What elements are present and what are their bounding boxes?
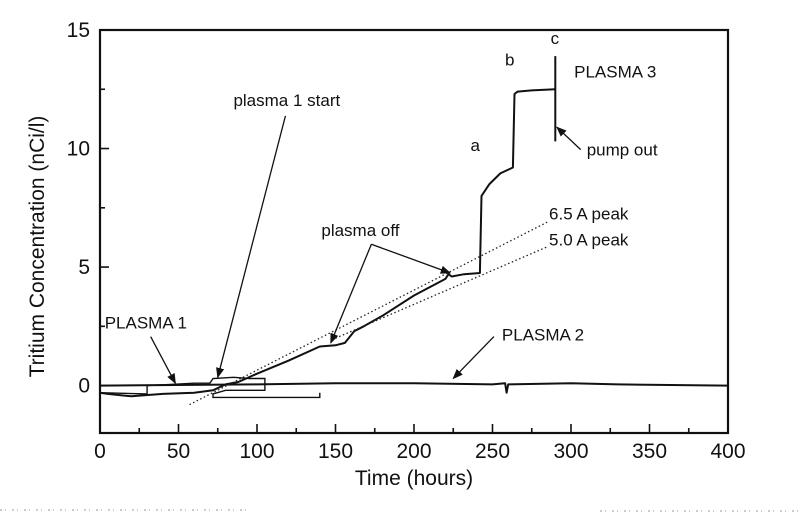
series-6-5-a-peak bbox=[189, 221, 548, 406]
annotation-arrow bbox=[216, 115, 287, 379]
x-tick-label: 200 bbox=[396, 440, 431, 463]
annotation-arrow bbox=[452, 336, 495, 380]
annotation-pump-out: pump out bbox=[587, 141, 658, 160]
x-tick-label: 300 bbox=[553, 440, 588, 463]
x-axis-title: Time (hours) bbox=[355, 467, 473, 490]
annotation-arrow bbox=[150, 336, 176, 385]
annotation-b: b bbox=[505, 51, 514, 70]
x-tick-label: 100 bbox=[239, 440, 274, 463]
y-tick-label: 5 bbox=[78, 256, 90, 279]
annotation-plasma-off: plasma off bbox=[321, 221, 399, 240]
x-tick-label: 50 bbox=[167, 440, 190, 463]
annotation-6-5-a-peak: 6.5 A peak bbox=[549, 205, 629, 224]
x-tick-label: 400 bbox=[710, 440, 745, 463]
x-tick-label: 0 bbox=[94, 440, 106, 463]
annotation-arrow bbox=[371, 243, 452, 274]
y-tick-label: 15 bbox=[67, 19, 90, 42]
plot-frame bbox=[98, 28, 730, 435]
x-tick-label: 350 bbox=[632, 440, 667, 463]
y-tick-label: 10 bbox=[67, 138, 90, 161]
annotation-plasma-3: PLASMA 3 bbox=[574, 62, 656, 81]
annotation-plasma-1-start: plasma 1 start bbox=[233, 91, 340, 110]
annotation-a: a bbox=[471, 136, 481, 155]
series-plasma-3 bbox=[99, 88, 556, 398]
x-tick-label: 250 bbox=[475, 440, 510, 463]
annotation-plasma-1: PLASMA 1 bbox=[105, 314, 187, 333]
y-axis-title: Tritium Concentration (nCi/l) bbox=[26, 116, 49, 378]
x-tick-label: 150 bbox=[318, 440, 353, 463]
series-5-0-a-peak bbox=[335, 246, 548, 339]
annotation-c: c bbox=[551, 29, 560, 48]
scan-artifacts bbox=[0, 509, 804, 512]
annotation-arrow bbox=[330, 243, 372, 344]
annotation-arrow bbox=[556, 126, 582, 151]
series-plasma-1 bbox=[99, 376, 321, 399]
series-plasma-2 bbox=[99, 382, 729, 394]
annotation-5-0-a-peak: 5.0 A peak bbox=[549, 231, 629, 250]
y-tick-label: 0 bbox=[78, 375, 90, 398]
annotation-plasma-2: PLASMA 2 bbox=[502, 326, 584, 345]
